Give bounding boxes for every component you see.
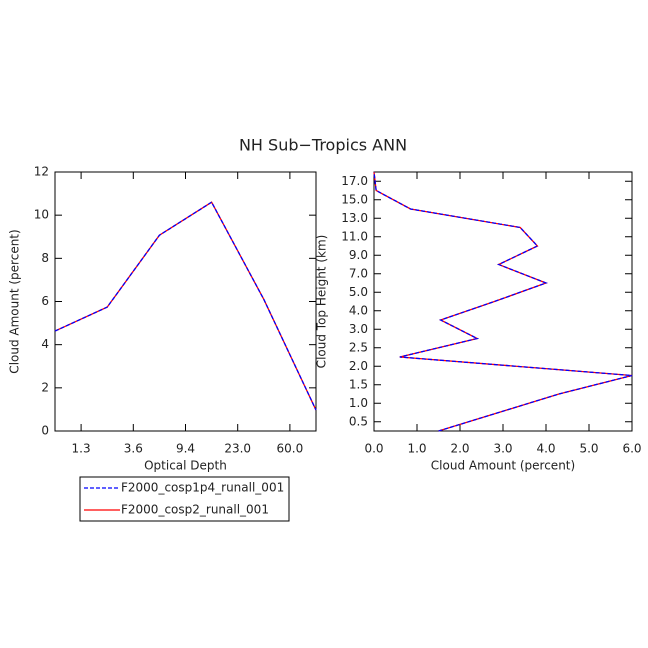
- y-tick-label: 8: [41, 251, 49, 265]
- legend: [79, 476, 290, 522]
- y-tick-label: 0.5: [349, 414, 368, 428]
- y-tick-label: 2.0: [349, 359, 368, 373]
- y-axis-label: Cloud Amount (percent): [8, 229, 22, 373]
- legend-label: F2000_cosp2_runall_001: [121, 503, 269, 517]
- x-tick-label: 1.3: [72, 442, 91, 456]
- x-tick-label: 6.0: [622, 442, 641, 456]
- y-tick-label: 1.0: [349, 396, 368, 410]
- x-tick-label: 0.0: [364, 442, 383, 456]
- x-tick-label: 5.0: [579, 442, 598, 456]
- y-tick-label: 5.0: [349, 285, 368, 299]
- y-tick-label: 12: [34, 165, 49, 179]
- x-tick-label: 1.0: [407, 442, 426, 456]
- plot-frame: [54, 171, 317, 432]
- y-tick-label: 6: [41, 294, 49, 308]
- series-line: [54, 201, 317, 411]
- y-tick-label: 3.0: [349, 322, 368, 336]
- y-tick-label: 15.0: [341, 192, 368, 206]
- y-axis-label: Cloud Top Height (km): [315, 235, 329, 369]
- x-tick-label: 60.0: [277, 442, 304, 456]
- y-tick-label: 2: [41, 380, 49, 394]
- x-tick-label: 4.0: [536, 442, 555, 456]
- plot-frame: [373, 171, 633, 432]
- y-tick-label: 1.5: [349, 377, 368, 391]
- y-tick-label: 7.0: [349, 266, 368, 280]
- chart-title: NH Sub−Tropics ANN: [239, 136, 407, 155]
- x-tick-label: 23.0: [224, 442, 251, 456]
- y-tick-label: 4: [41, 337, 49, 351]
- x-tick-label: 9.4: [176, 442, 195, 456]
- x-tick-label: 3.0: [493, 442, 512, 456]
- series-line: [373, 171, 633, 432]
- y-tick-label: 9.0: [349, 248, 368, 262]
- y-tick-label: 11.0: [341, 229, 368, 243]
- y-tick-label: 2.5: [349, 340, 368, 354]
- y-tick-label: 13.0: [341, 211, 368, 225]
- x-tick-label: 3.6: [124, 442, 143, 456]
- series-line: [373, 171, 633, 432]
- x-axis-label: Cloud Amount (percent): [431, 459, 575, 473]
- legend-label: F2000_cosp1p4_runall_001: [121, 481, 284, 495]
- x-axis-label: Optical Depth: [144, 459, 227, 473]
- x-tick-label: 2.0: [450, 442, 469, 456]
- y-tick-label: 4.0: [349, 303, 368, 317]
- y-tick-label: 0: [41, 424, 49, 438]
- series-line: [54, 201, 317, 411]
- y-tick-label: 17.0: [341, 174, 368, 188]
- y-tick-label: 10: [34, 208, 49, 222]
